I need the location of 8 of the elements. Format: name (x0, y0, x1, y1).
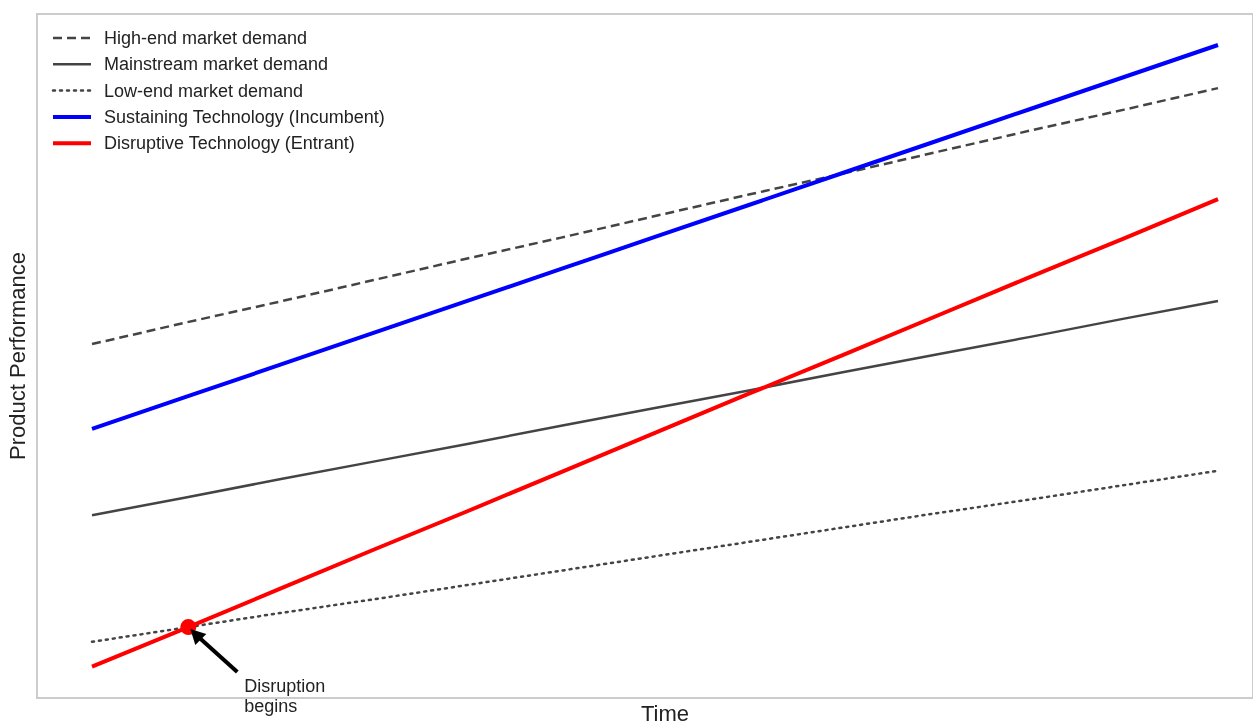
x-axis-title: Time (640, 701, 690, 723)
legend-label: Mainstream market demand (104, 54, 329, 75)
y-axis-title: Product Performance (5, 252, 30, 460)
legend-label: Low-end market demand (104, 80, 304, 101)
annotation: Disruption begins (244, 676, 326, 717)
legend-label: Sustaining Technology (Incumbent) (104, 106, 385, 127)
legend-label: High-end market demand (104, 28, 308, 48)
legend-label: Disruptive Technology (Entrant) (104, 133, 355, 154)
